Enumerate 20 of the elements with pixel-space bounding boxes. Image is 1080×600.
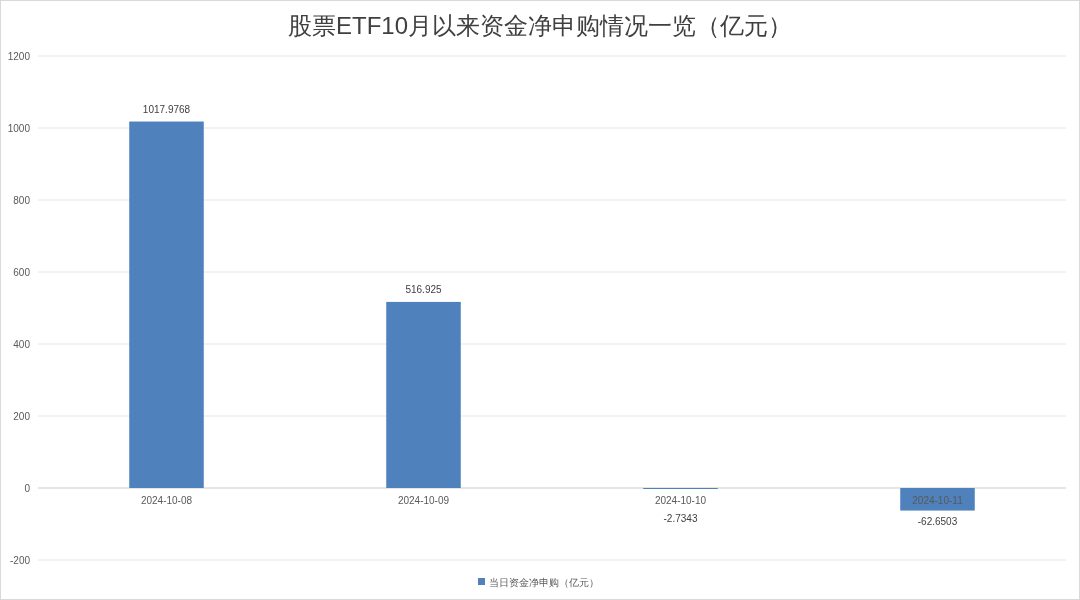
y-tick-label: 400 <box>13 339 31 350</box>
y-tick-label: 1000 <box>7 123 31 134</box>
legend-label: 当日资金净申购（亿元） <box>489 577 599 588</box>
y-tick-label: 200 <box>13 411 31 422</box>
data-label: -62.6503 <box>917 515 958 527</box>
data-label: 1017.9768 <box>142 103 191 115</box>
y-tick-label: 1200 <box>7 51 31 62</box>
data-label: 516.925 <box>405 283 443 295</box>
y-tick-label: 600 <box>13 267 31 278</box>
x-tick-label: 2024-10-11 <box>912 495 964 506</box>
x-tick-label: 2024-10-10 <box>654 495 707 506</box>
y-tick-label: 0 <box>24 483 31 494</box>
y-tick-label: -200 <box>9 555 31 566</box>
bar <box>386 301 461 488</box>
x-tick-label: 2024-10-09 <box>397 495 450 506</box>
y-tick-label: 800 <box>13 195 31 206</box>
data-label: -2.7343 <box>663 513 698 524</box>
x-tick-label: 2024-10-08 <box>140 495 193 506</box>
bar <box>129 121 204 488</box>
chart-title: 股票ETF10月以来资金净申购情况一览（亿元） <box>287 12 793 39</box>
